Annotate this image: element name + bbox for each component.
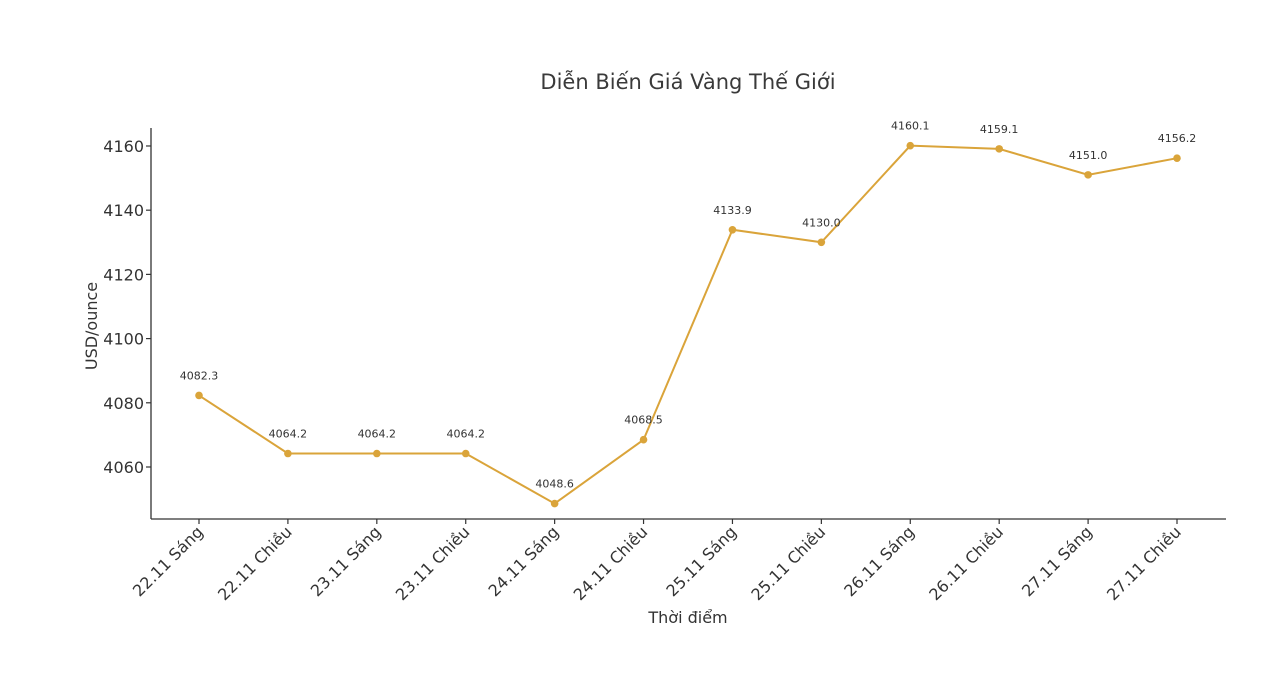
series-layer [195, 141, 1181, 508]
data-point [373, 449, 381, 458]
y-tick-label: 4120 [103, 265, 144, 284]
y-tick-label: 4080 [103, 394, 144, 413]
x-tick-label: 23.11 Chiều [392, 522, 474, 604]
data-label: 4151.0 [1069, 149, 1108, 162]
data-label: 4082.3 [180, 369, 219, 382]
data-point [284, 449, 292, 458]
data-label: 4159.1 [980, 123, 1019, 136]
data-label: 4048.6 [535, 478, 574, 491]
x-axis-ticks: 22.11 Sáng 22.11 Chiều 23.11 Sáng 23.11 Chi… [129, 519, 1185, 604]
y-tick-label: 4060 [103, 458, 144, 477]
data-point [550, 499, 559, 508]
y-tick-label: 4160 [103, 137, 144, 156]
data-label: 4160.1 [891, 120, 930, 133]
data-label: 4156.2 [1158, 132, 1197, 145]
data-point [1084, 171, 1092, 179]
data-label: 4130.0 [802, 216, 841, 229]
data-label: 4064.2 [446, 428, 485, 441]
data-point [817, 238, 826, 247]
x-tick-label: 27.11 Sáng [1018, 522, 1096, 600]
data-point [1173, 154, 1181, 162]
data-label: 4068.5 [624, 414, 663, 427]
series-line [198, 144, 1178, 505]
data-labels: 4082.3 4064.2 4064.2 4064.2 4048.6 4068.5 4133… [180, 120, 1197, 491]
x-tick-label: 26.11 Sáng [840, 522, 918, 600]
y-axis-label: USD/ounce [82, 282, 101, 370]
x-tick-label: 25.11 Sáng [662, 522, 740, 600]
data-label: 4133.9 [713, 204, 752, 217]
x-tick-label: 23.11 Sáng [307, 522, 385, 600]
y-axis-ticks: 4060 4080 4100 4120 4140 4160 [103, 137, 151, 477]
data-point [195, 391, 203, 400]
y-tick-label: 4140 [103, 201, 144, 220]
data-point [906, 141, 915, 150]
data-point [461, 449, 470, 458]
x-tick-label: 22.11 Sáng [129, 522, 207, 600]
data-point [639, 435, 648, 444]
x-tick-label: 26.11 Chiều [925, 522, 1007, 604]
data-label: 4064.2 [269, 428, 308, 441]
data-label: 4064.2 [358, 428, 397, 441]
data-point [995, 145, 1003, 153]
x-tick-label: 22.11 Chiều [214, 522, 296, 604]
chart-title: Diễn Biến Giá Vàng Thế Giới [540, 69, 835, 94]
x-tick-label: 24.11 Sáng [485, 522, 563, 600]
y-tick-label: 4100 [103, 330, 144, 349]
x-axis-label: Thời điểm [647, 608, 727, 627]
x-tick-label: 27.11 Chiều [1103, 522, 1185, 604]
x-tick-label: 24.11 Chiều [570, 522, 652, 604]
data-point [728, 225, 737, 234]
x-tick-label: 25.11 Chiều [747, 522, 829, 604]
